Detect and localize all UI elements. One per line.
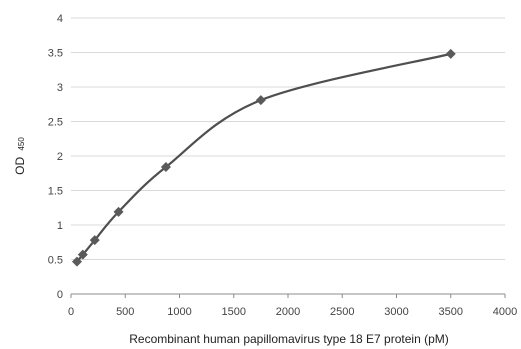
- data-point-marker: [255, 95, 266, 106]
- data-point-marker: [113, 206, 124, 217]
- data-point-marker: [89, 235, 100, 246]
- y-tick-label: 3.5: [48, 48, 63, 60]
- y-tick-label: 0: [57, 289, 63, 301]
- y-tick-label: 2: [57, 151, 63, 163]
- x-tick-label: 1500: [222, 306, 246, 318]
- data-point-marker: [445, 48, 456, 59]
- x-tick-label: 0: [68, 306, 74, 318]
- x-tick-label: 4000: [493, 306, 517, 318]
- x-axis-title: Recombinant human papillomavirus type 18…: [129, 332, 449, 346]
- y-tick-label: 4: [57, 13, 63, 25]
- y-tick-label: 3: [57, 82, 63, 94]
- x-tick-labels: 0 500 1000 1500 2000 2500 3000 3500 4000: [68, 306, 517, 318]
- grid-lines: [71, 17, 505, 260]
- y-axis-title: OD 450: [13, 137, 27, 175]
- axes: [70, 293, 506, 298]
- x-tick-label: 3000: [384, 306, 408, 318]
- y-tick-label: 1.5: [48, 186, 63, 198]
- fit-curve: [76, 52, 452, 263]
- data-point-marker: [71, 256, 82, 267]
- y-tick-label: 1: [57, 220, 63, 232]
- data-point-marker: [77, 249, 88, 260]
- y-tick-labels: 0 0.5 1 1.5 2 2.5 3 3.5 4: [48, 13, 63, 301]
- y-tick-label: 2.5: [48, 117, 63, 129]
- x-tick-label: 2000: [276, 306, 300, 318]
- x-tick-label: 3500: [439, 306, 463, 318]
- y-tick-label: 0.5: [48, 255, 63, 267]
- y-axis-title-subscript: 450: [17, 137, 26, 151]
- x-tick-label: 500: [116, 306, 134, 318]
- data-point-marker: [160, 162, 171, 173]
- x-tick-label: 2500: [330, 306, 354, 318]
- x-tick-label: 1000: [167, 306, 191, 318]
- y-axis-title-main: OD: [13, 157, 27, 175]
- data-markers: [71, 48, 456, 267]
